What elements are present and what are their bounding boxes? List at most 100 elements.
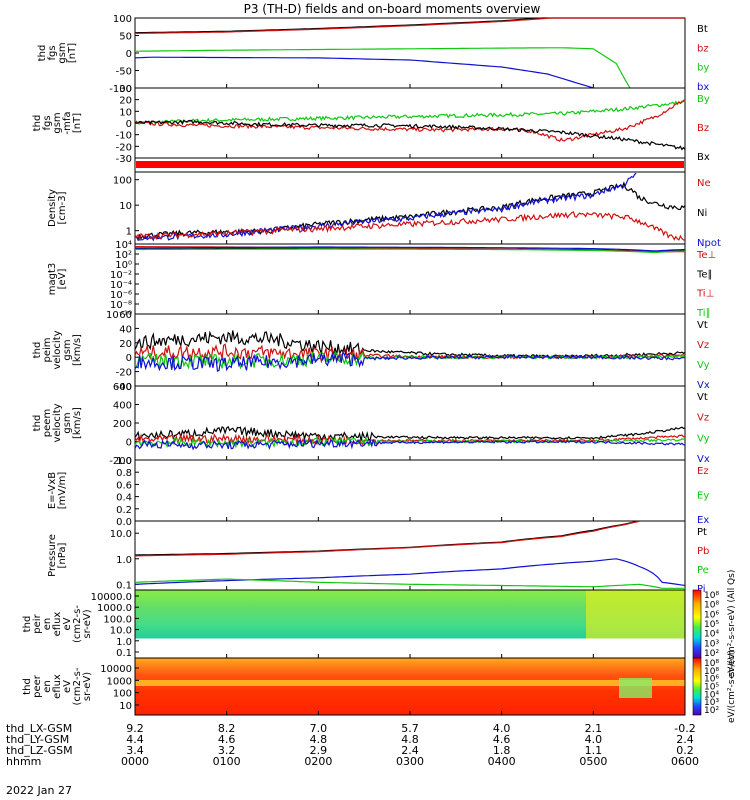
- legend-fgs_gsm-2: by: [697, 63, 709, 74]
- ephem-label-0: thd_LX-GSM: [6, 722, 72, 735]
- legend-peem_velocity-0: Vt: [697, 392, 708, 403]
- ephem-value: 4.8: [401, 733, 419, 746]
- ylabel-peem_velocity-4: [km/s]: [72, 407, 83, 439]
- ytick-label: 0.6: [116, 480, 132, 491]
- ephem-label-2: thd_LZ-GSM: [6, 744, 73, 757]
- legend-density-1: Ni: [697, 208, 707, 219]
- ephem-label-3: hhmm: [6, 755, 41, 768]
- ylabel-peer_eflux-5: (cm2-s-: [72, 667, 83, 705]
- ylabel-peer_eflux-1: peer: [32, 674, 43, 698]
- ylabel-peim_velocity-0: thd: [32, 342, 43, 359]
- colorbar-tick: 10³: [704, 698, 719, 708]
- ytick-label: 10⁻⁴: [110, 280, 132, 291]
- ytick-label: 10: [119, 107, 132, 118]
- ytick-label: 1.0: [116, 555, 132, 566]
- legend-magt3-0: Te⊥: [696, 250, 716, 261]
- ylabel-peer_eflux-3: eflux: [52, 674, 63, 699]
- series-density-Ni: [134, 181, 686, 241]
- ylabel-e_field-0: E=-VxB: [47, 472, 58, 509]
- ephem-value: 4.0: [585, 733, 603, 746]
- ylabel-fgs_gse_mfa-0: thd: [32, 115, 43, 132]
- frame-e_field: [134, 459, 686, 522]
- ytick-label: 600: [113, 382, 132, 393]
- ylabel-peir_eflux-1: peir: [32, 613, 43, 633]
- ytick-label: 1000.0: [97, 603, 132, 614]
- colorbar-peer_eflux: [692, 657, 702, 716]
- colorbar-tick: 10²: [704, 706, 719, 716]
- series-peim_velocity-Vt: [134, 330, 686, 359]
- colorbar-label-peir_eflux: eV/(cm²-s-sr-eV) (All Qs): [727, 570, 737, 679]
- colorbar-tick: 10⁶: [704, 610, 719, 620]
- x-axis-ephemeris: 2022 Jan 27 thd_LX-GSM 9.2 8.2 7.0 5.7 4.0 2.1…: [6, 722, 699, 797]
- ytick-label: 10.0: [110, 529, 132, 540]
- ylabel-e_field-1: [mV/m]: [57, 472, 68, 510]
- legend-fgs_gse_mfa-2: Bx: [697, 152, 710, 163]
- ytick-label: 10⁻²: [110, 270, 132, 281]
- ytick-label: 1000: [107, 676, 132, 687]
- panel-peer_eflux: thd peer en eflux eV (cm2-s-sr-eV)10⁸10⁸10⁶10…: [22, 650, 737, 723]
- ephem-label-1: thd_LY-GSM: [6, 733, 69, 746]
- legend-peim_velocity-1: Vz: [697, 340, 709, 351]
- ytick-label: -200: [109, 456, 132, 467]
- ylabel-fgs_gsm-3: [nT]: [67, 43, 78, 63]
- ylabel-peim_velocity-4: [km/s]: [72, 334, 83, 366]
- ylabel-peim_velocity-2: velocity: [52, 330, 63, 369]
- legend-fgs_gsm-3: bx: [697, 82, 709, 93]
- ylabel-peem_velocity-1: peem: [42, 409, 53, 437]
- ylabel-pressure-1: [nPa]: [57, 542, 68, 568]
- ephem-value: 2.4: [401, 744, 419, 757]
- series-fgs_gse_mfa-Bz: [134, 99, 686, 143]
- colorbar-tick: 10³: [704, 639, 719, 649]
- ytick-label: 0.4: [116, 493, 132, 504]
- ytick-label: 400: [113, 401, 132, 412]
- ytick-label: 10000.0: [91, 592, 132, 603]
- frame-magt3: [134, 243, 686, 315]
- date-label: 2022 Jan 27: [6, 784, 72, 797]
- ephem-value: 0.2: [676, 744, 694, 757]
- ytick-label: 100: [113, 689, 132, 700]
- ylabel-peem_velocity-0: thd: [32, 415, 43, 432]
- colorbar-tick: 10⁸: [704, 601, 719, 611]
- colorbar-tick: 10⁵: [704, 620, 719, 630]
- legend-e_field-0: Ez: [697, 466, 709, 477]
- ylabel-magt3-1: [eV]: [57, 269, 68, 290]
- ytick-label: 40: [119, 324, 132, 335]
- ylabel-peer_eflux-2: en: [42, 680, 53, 693]
- ytick-label: 0.1: [116, 648, 132, 659]
- ephem-value: 4.6: [218, 733, 236, 746]
- legend-peem_velocity-3: Vx: [697, 454, 710, 465]
- ephem-value: 4.4: [126, 733, 144, 746]
- series-fgs_gsm-bx: [134, 56, 594, 89]
- ephem-value: 2.9: [310, 744, 328, 757]
- colorbar-tick: 10²: [704, 649, 719, 659]
- ytick-label: 20: [119, 339, 132, 350]
- ephem-value: 4.8: [310, 733, 328, 746]
- ytick-label: 10⁻¹⁰: [106, 310, 132, 321]
- ephem-value: 7.0: [310, 722, 328, 735]
- ephem-value: 2.4: [676, 733, 694, 746]
- ylabel-peir_eflux-0: thd: [22, 616, 33, 633]
- legend-peim_velocity-2: Vy: [697, 360, 710, 371]
- ylabel-peer_eflux-0: thd: [22, 678, 33, 695]
- colorbar-tick: 10⁸: [704, 667, 719, 677]
- ytick-label: -50: [116, 67, 132, 78]
- ytick-label: 0: [126, 353, 132, 364]
- legend-peim_velocity-3: Vx: [697, 380, 710, 391]
- series-density-Ne: [134, 211, 686, 241]
- series-peim_velocity-Vx: [134, 351, 686, 372]
- series-pressure-Pi: [134, 558, 686, 587]
- ytick-label: 0.1: [116, 580, 132, 591]
- series-peem_velocity-Vz: [134, 433, 686, 447]
- heatmap-peer_eflux: [135, 658, 685, 715]
- ytick-label: 1.0: [116, 456, 132, 467]
- ephem-value: 2.1: [585, 722, 603, 735]
- colorbar-tick: 10⁵: [704, 683, 719, 693]
- legend-magt3-1: Te∥: [696, 269, 713, 280]
- heatmap-patch-peir_eflux: [586, 590, 685, 639]
- colorbar-tick: 10⁸: [704, 591, 719, 601]
- colorbar-tick: 10⁴: [704, 690, 719, 700]
- colorbar-tick: 10⁴: [704, 630, 719, 640]
- ylabel-density-1: [cm-3]: [57, 191, 68, 224]
- ephem-value: 4.6: [493, 733, 511, 746]
- series-fgs_gse_mfa-By: [134, 100, 686, 125]
